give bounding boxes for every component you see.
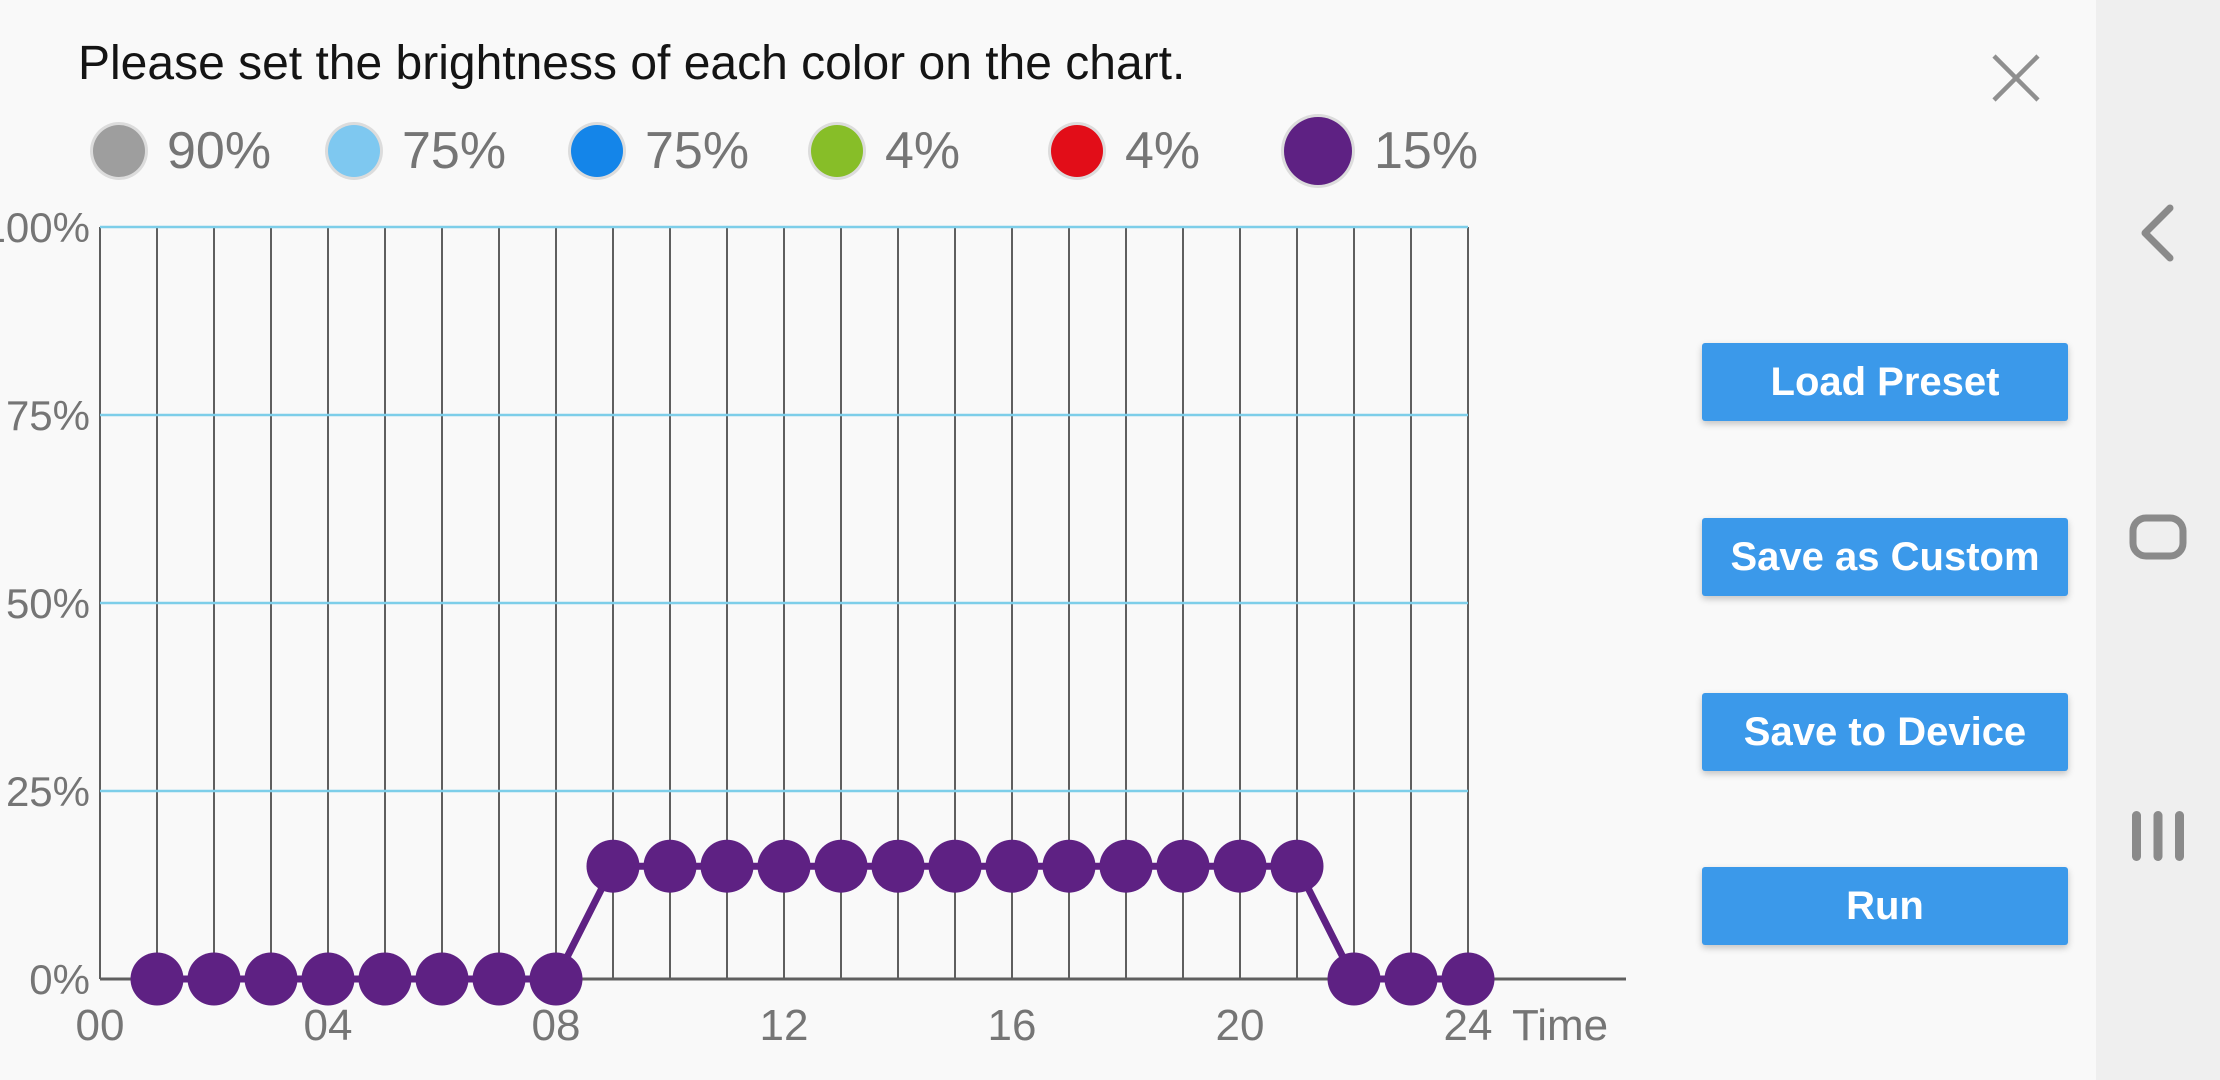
chart-point-hour-13[interactable] <box>814 839 868 893</box>
run-button[interactable]: Run <box>1702 867 2068 945</box>
legend-value-green: 4% <box>885 122 961 180</box>
x-tick-label-20: 20 <box>1216 1001 1265 1050</box>
chart-point-hour-4[interactable] <box>301 952 355 1006</box>
chart-point-hour-6[interactable] <box>415 952 469 1006</box>
chart-point-hour-7[interactable] <box>472 952 526 1006</box>
close-icon <box>1992 54 2040 102</box>
legend-value-blue: 75% <box>645 122 750 180</box>
chart-point-hour-12[interactable] <box>757 839 811 893</box>
chart-point-hour-15[interactable] <box>928 839 982 893</box>
legend-item-blue: 75% <box>571 125 749 177</box>
chart-point-hour-20[interactable] <box>1213 839 1267 893</box>
chart-point-hour-19[interactable] <box>1156 839 1210 893</box>
y-tick-label-50: 50% <box>6 580 90 627</box>
chart-point-hour-24[interactable] <box>1441 952 1495 1006</box>
y-tick-label-100: 100% <box>0 204 90 251</box>
chart-point-hour-21[interactable] <box>1270 839 1324 893</box>
chart-point-hour-2[interactable] <box>187 952 241 1006</box>
y-tick-label-25: 25% <box>6 768 90 815</box>
x-tick-label-08: 08 <box>532 1001 581 1050</box>
legend-dot-green[interactable] <box>811 125 863 177</box>
y-tick-label-0: 0% <box>29 956 90 1003</box>
chart-point-hour-3[interactable] <box>244 952 298 1006</box>
chart-point-hour-16[interactable] <box>985 839 1039 893</box>
legend-value-gray: 90% <box>167 122 272 180</box>
legend-item-purple: 15% <box>1284 117 1478 185</box>
chart-point-hour-14[interactable] <box>871 839 925 893</box>
x-tick-label-04: 04 <box>304 1001 353 1050</box>
legend-value-purple: 15% <box>1374 122 1479 180</box>
load-preset-button[interactable]: Load Preset <box>1702 343 2068 421</box>
chart-point-hour-18[interactable] <box>1099 839 1153 893</box>
chart-point-hour-11[interactable] <box>700 839 754 893</box>
save-as-custom-button[interactable]: Save as Custom <box>1702 518 2068 596</box>
chart-point-hour-23[interactable] <box>1384 952 1438 1006</box>
y-tick-label-75: 75% <box>6 392 90 439</box>
x-tick-label-16: 16 <box>988 1001 1037 1050</box>
legend-item-gray: 90% <box>93 125 271 177</box>
x-tick-label-00: 00 <box>76 1001 125 1050</box>
x-tick-label-24: 24 <box>1444 1001 1493 1050</box>
brightness-line-purple-channel <box>157 862 1468 983</box>
legend-dot-purple[interactable] <box>1284 117 1352 185</box>
recents-icon[interactable] <box>2131 810 2185 862</box>
chart-point-hour-22[interactable] <box>1327 952 1381 1006</box>
home-icon[interactable] <box>2129 514 2187 560</box>
back-icon[interactable] <box>2130 203 2186 263</box>
legend-dot-blue[interactable] <box>571 125 623 177</box>
chart-point-hour-17[interactable] <box>1042 839 1096 893</box>
chart-point-hour-5[interactable] <box>358 952 412 1006</box>
x-tick-label-12: 12 <box>760 1001 809 1050</box>
legend-dot-red[interactable] <box>1051 125 1103 177</box>
navigation-bar <box>2096 0 2220 1080</box>
save-to-device-button[interactable]: Save to Device <box>1702 693 2068 771</box>
chart-point-hour-10[interactable] <box>643 839 697 893</box>
legend-dot-gray[interactable] <box>93 125 145 177</box>
chart-point-hour-1[interactable] <box>130 952 184 1006</box>
legend-value-sky-blue: 75% <box>402 122 507 180</box>
legend-item-red: 4% <box>1051 125 1200 177</box>
close-button[interactable] <box>1986 48 2046 108</box>
legend-dot-sky-blue[interactable] <box>328 125 380 177</box>
legend-value-red: 4% <box>1125 122 1201 180</box>
legend-item-sky-blue: 75% <box>328 125 506 177</box>
x-axis-title: Time <box>1512 1001 1608 1050</box>
chart-point-hour-9[interactable] <box>586 839 640 893</box>
page-title: Please set the brightness of each color … <box>78 37 1186 90</box>
chart-point-hour-8[interactable] <box>529 952 583 1006</box>
legend-item-green: 4% <box>811 125 960 177</box>
